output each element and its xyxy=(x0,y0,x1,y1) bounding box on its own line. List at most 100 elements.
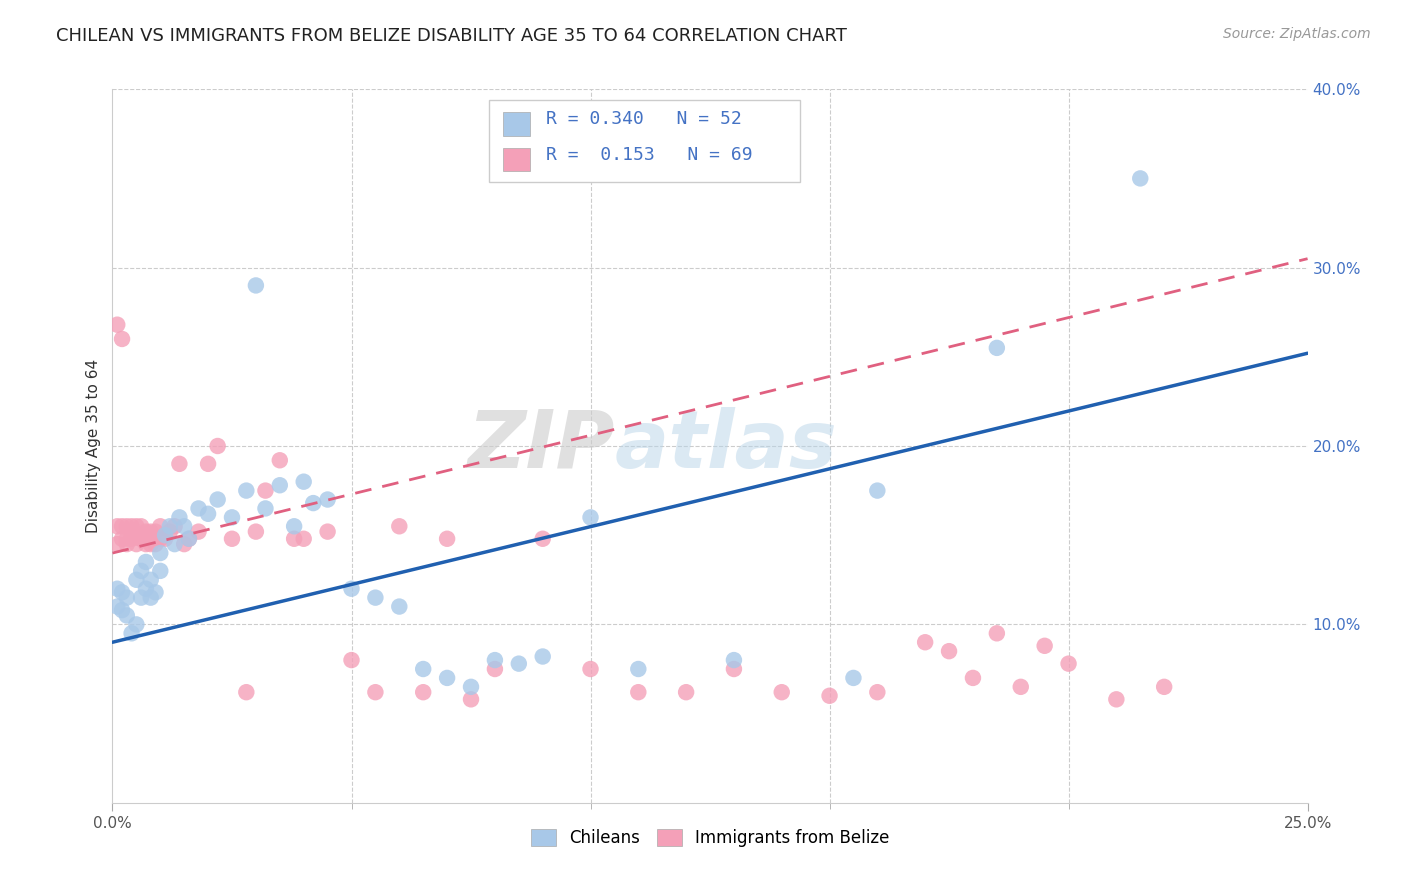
Point xyxy=(105,519,128,533)
Point xyxy=(388,599,411,614)
Point xyxy=(207,439,229,453)
Point xyxy=(484,662,506,676)
Point xyxy=(115,608,138,623)
Point xyxy=(986,626,1008,640)
Point xyxy=(149,519,172,533)
Text: R =  0.153   N = 69: R = 0.153 N = 69 xyxy=(547,146,754,164)
Point xyxy=(177,532,200,546)
Point xyxy=(145,585,167,599)
Text: atlas: atlas xyxy=(614,407,837,485)
Point xyxy=(842,671,865,685)
Point xyxy=(149,564,172,578)
Point xyxy=(245,524,267,539)
Point xyxy=(105,599,128,614)
Point xyxy=(125,617,148,632)
Point xyxy=(508,657,530,671)
Point xyxy=(579,510,602,524)
Point xyxy=(173,537,195,551)
Point xyxy=(115,591,138,605)
Point xyxy=(159,524,181,539)
Point xyxy=(531,532,554,546)
Point xyxy=(187,524,209,539)
Point xyxy=(105,537,128,551)
Point xyxy=(129,519,152,533)
Point xyxy=(235,685,257,699)
Point xyxy=(173,519,195,533)
Point xyxy=(364,685,387,699)
Point xyxy=(139,537,162,551)
Point xyxy=(105,318,128,332)
Point xyxy=(866,685,889,699)
FancyBboxPatch shape xyxy=(503,112,530,136)
FancyBboxPatch shape xyxy=(489,100,800,182)
Point xyxy=(1010,680,1032,694)
Point xyxy=(115,519,138,533)
Point xyxy=(149,546,172,560)
Point xyxy=(139,591,162,605)
Point xyxy=(135,582,157,596)
Point xyxy=(135,537,157,551)
Point xyxy=(145,537,167,551)
Point xyxy=(818,689,841,703)
Point xyxy=(254,483,277,498)
Point xyxy=(579,662,602,676)
Point xyxy=(163,519,186,533)
Point xyxy=(153,532,176,546)
Point xyxy=(254,501,277,516)
Point xyxy=(197,507,219,521)
Point xyxy=(1057,657,1080,671)
Point xyxy=(283,532,305,546)
Point xyxy=(1105,692,1128,706)
Point xyxy=(163,537,186,551)
Point xyxy=(292,475,315,489)
Point xyxy=(149,532,172,546)
Point xyxy=(1153,680,1175,694)
Point xyxy=(412,685,434,699)
Point xyxy=(129,591,152,605)
Point xyxy=(135,532,157,546)
Point xyxy=(531,649,554,664)
Point xyxy=(388,519,411,533)
Point xyxy=(129,532,152,546)
Point xyxy=(938,644,960,658)
Point xyxy=(111,519,134,533)
Point xyxy=(125,537,148,551)
Text: Source: ZipAtlas.com: Source: ZipAtlas.com xyxy=(1223,27,1371,41)
Point xyxy=(269,453,291,467)
Point xyxy=(139,532,162,546)
Point xyxy=(627,685,650,699)
Point xyxy=(153,528,176,542)
Point xyxy=(121,626,143,640)
Point xyxy=(484,653,506,667)
Point xyxy=(986,341,1008,355)
Point xyxy=(177,532,200,546)
Legend: Chileans, Immigrants from Belize: Chileans, Immigrants from Belize xyxy=(523,821,897,855)
Point xyxy=(139,573,162,587)
Point xyxy=(235,483,257,498)
Point xyxy=(115,537,138,551)
Point xyxy=(159,519,181,533)
Point xyxy=(675,685,697,699)
Point xyxy=(121,532,143,546)
Point xyxy=(197,457,219,471)
Point xyxy=(770,685,793,699)
Point xyxy=(139,524,162,539)
Point xyxy=(269,478,291,492)
Point xyxy=(111,603,134,617)
Point xyxy=(129,564,152,578)
Point xyxy=(121,519,143,533)
Point xyxy=(245,278,267,293)
Point xyxy=(1129,171,1152,186)
Point xyxy=(340,653,363,667)
Point xyxy=(302,496,325,510)
Text: R = 0.340   N = 52: R = 0.340 N = 52 xyxy=(547,111,742,128)
Point xyxy=(169,457,191,471)
Point xyxy=(460,680,482,694)
Point xyxy=(111,585,134,599)
Point xyxy=(460,692,482,706)
Point xyxy=(221,510,243,524)
Point xyxy=(914,635,936,649)
Point xyxy=(627,662,650,676)
Point xyxy=(723,662,745,676)
Point xyxy=(111,532,134,546)
